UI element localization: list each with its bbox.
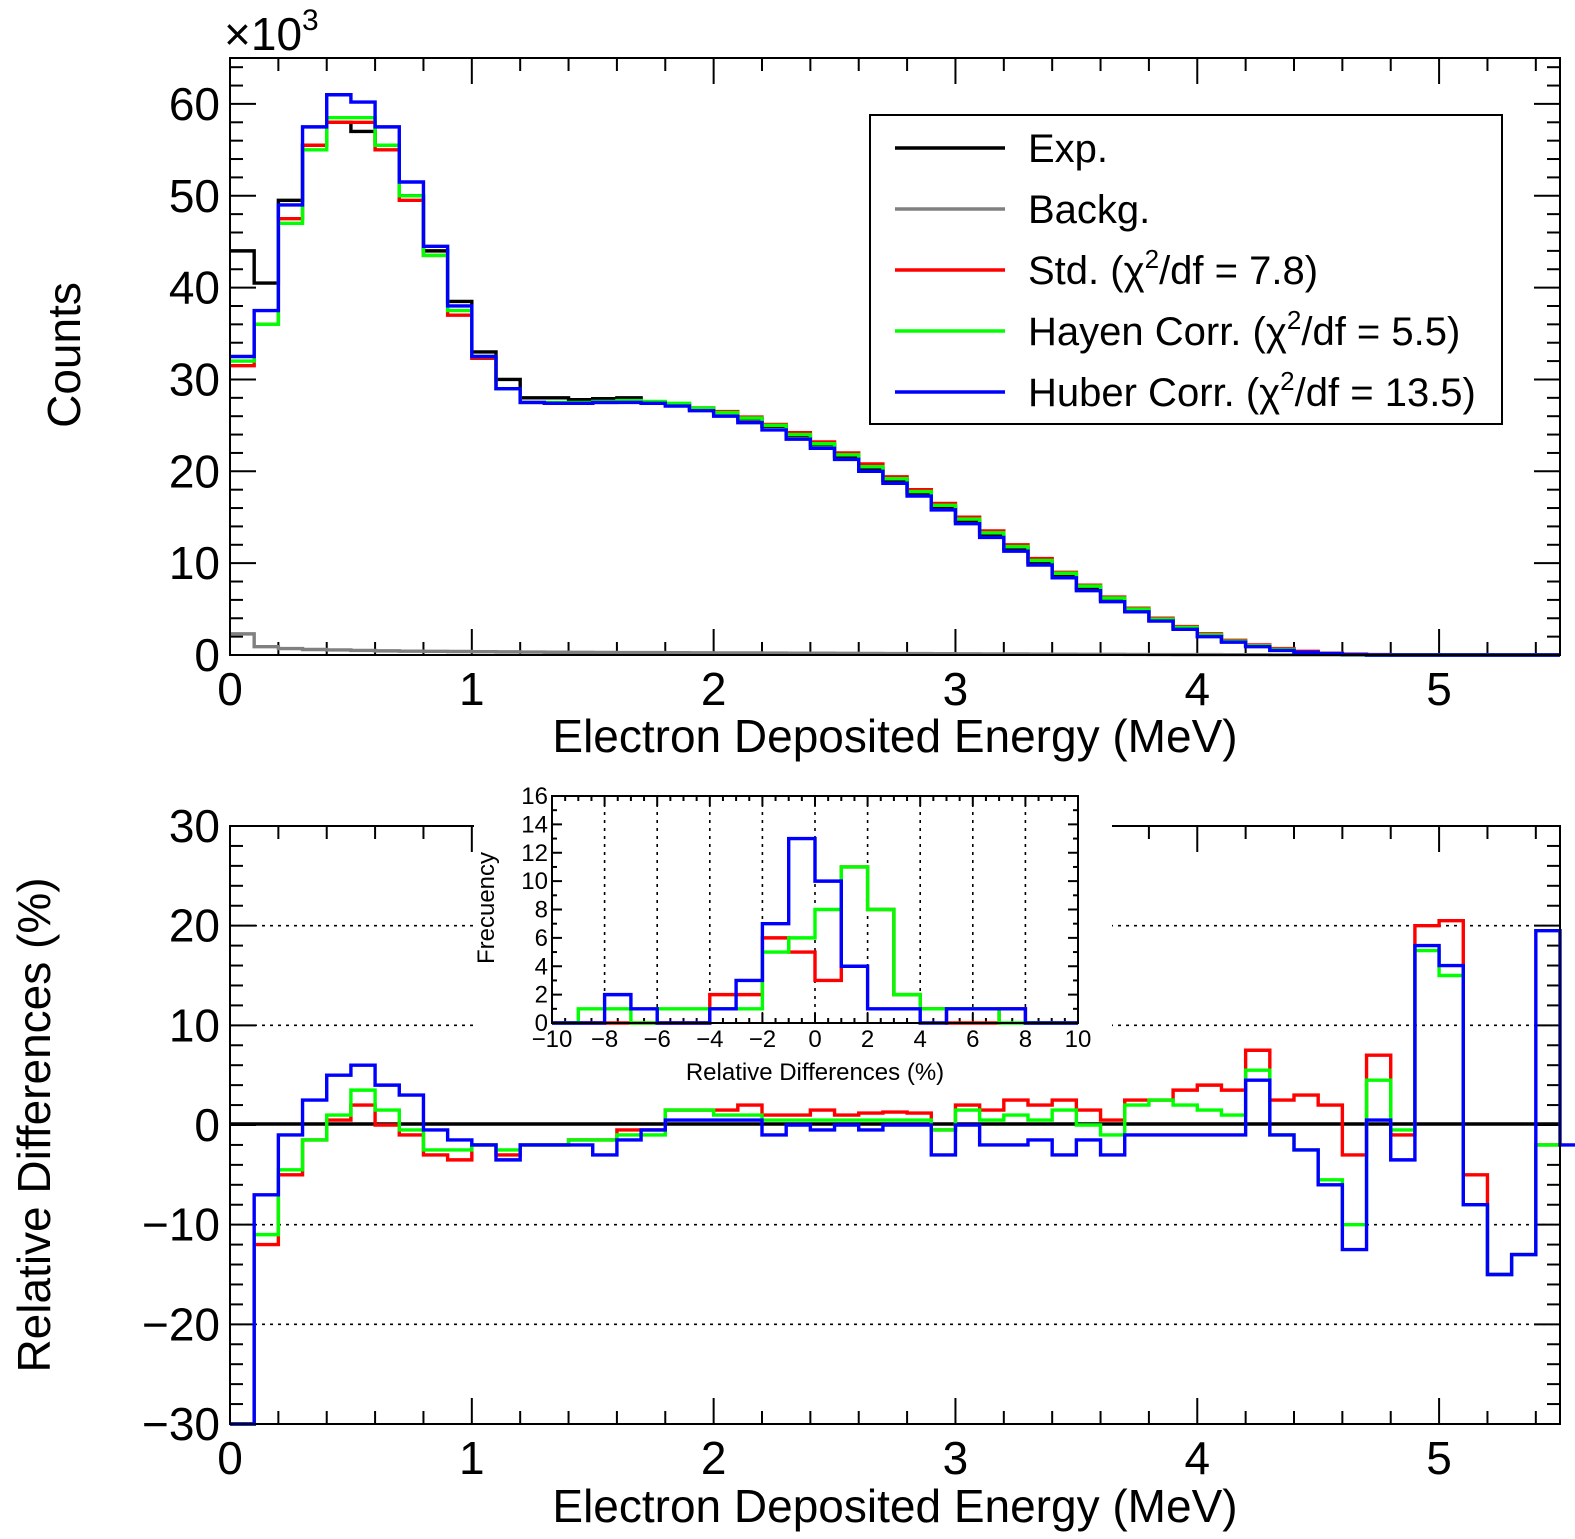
bottom-x-tick-label: 3 — [943, 1432, 969, 1484]
bottom-x-tick-label: 2 — [701, 1432, 727, 1484]
bottom-y-tick-label: 30 — [169, 800, 220, 852]
bottom-x-axis-title: Electron Deposited Energy (MeV) — [552, 1480, 1237, 1532]
inset-x-tick-label: 6 — [966, 1026, 979, 1053]
top-exponent: ×103 — [224, 4, 319, 60]
inset-y-tick-label: 4 — [535, 953, 548, 980]
top-y-tick-label: 50 — [169, 170, 220, 222]
top-x-tick-label: 2 — [701, 663, 727, 715]
inset-x-tick-label: 0 — [808, 1026, 821, 1053]
bottom-x-tick-label: 4 — [1184, 1432, 1210, 1484]
inset-x-tick-label: −2 — [749, 1026, 776, 1053]
inset-x-tick-label: −4 — [696, 1026, 723, 1053]
inset-x-tick-label: −6 — [644, 1026, 671, 1053]
inset-y-tick-label: 14 — [521, 811, 548, 838]
bottom-series-0 — [230, 918, 1560, 1426]
inset-plot-frame — [551, 795, 1079, 1024]
inset-y-tick-label: 6 — [535, 925, 548, 952]
legend-label-huber: Huber Corr. (χ2/df = 13.5) — [1028, 366, 1476, 415]
legend-label-backg: Backg. — [1028, 188, 1150, 232]
legend-label-hayen: Hayen Corr. (χ2/df = 5.5) — [1028, 305, 1460, 354]
top-series-4 — [230, 93, 1560, 657]
top-histograms — [230, 93, 1560, 657]
inset-series-2 — [552, 836, 1078, 1025]
inset-x-tick-label: 4 — [914, 1026, 927, 1053]
inset-x-axis-title: Relative Differences (%) — [686, 1059, 944, 1086]
bottom-series-2 — [230, 928, 1575, 1426]
legend: Exp. Backg. Std. (χ2/df = 7.8) Hayen Cor… — [869, 114, 1503, 425]
inset-y-tick-label: 0 — [535, 1010, 548, 1037]
top-x-tick-label: 3 — [943, 663, 969, 715]
inset-x-tick-label: −8 — [591, 1026, 618, 1053]
inset-y-tick-label: 12 — [521, 840, 548, 867]
bottom-y-tick-label: 0 — [194, 1099, 220, 1151]
top-y-tick-label: 40 — [169, 262, 220, 314]
bottom-y-tick-label: 10 — [169, 999, 220, 1051]
top-x-tick-label: 1 — [459, 663, 485, 715]
top-series-1 — [230, 632, 1560, 657]
bottom-y-tick-label: 20 — [169, 900, 220, 952]
bottom-y-tick-label: −30 — [142, 1398, 220, 1450]
top-plot-frame — [229, 57, 1561, 656]
top-x-tick-label: 4 — [1184, 663, 1210, 715]
bottom-x-tick-label: 5 — [1426, 1432, 1452, 1484]
bottom-y-tick-label: −10 — [142, 1199, 220, 1251]
inset-y-tick-label: 16 — [521, 783, 548, 810]
top-x-tick-label: 5 — [1426, 663, 1452, 715]
top-y-tick-label: 60 — [169, 78, 220, 130]
bottom-x-tick-label: 0 — [217, 1432, 243, 1484]
inset-background — [474, 780, 1112, 1080]
top-axis-ticks — [229, 58, 1560, 656]
legend-label-exp: Exp. — [1028, 127, 1108, 171]
inset-y-tick-label: 8 — [535, 897, 548, 924]
top-x-tick-label: 0 — [217, 663, 243, 715]
bottom-y-tick-label: −20 — [142, 1298, 220, 1350]
top-y-tick-label: 0 — [194, 629, 220, 681]
inset-x-tick-label: 2 — [861, 1026, 874, 1053]
inset-y-tick-label: 2 — [535, 982, 548, 1009]
legend-label-std: Std. (χ2/df = 7.8) — [1028, 244, 1318, 293]
top-y-axis-title: Counts — [38, 282, 90, 428]
bottom-histograms — [230, 918, 1575, 1426]
inset-x-tick-label: 10 — [1065, 1026, 1092, 1053]
inset-x-tick-label: −10 — [532, 1026, 573, 1053]
inset-x-tick-label: 8 — [1019, 1026, 1032, 1053]
bottom-y-axis-title: Relative Differences (%) — [8, 877, 60, 1372]
top-y-tick-label: 30 — [169, 353, 220, 405]
top-y-tick-label: 20 — [169, 445, 220, 497]
inset-y-tick-label: 10 — [521, 868, 548, 895]
top-y-tick-label: 10 — [169, 537, 220, 589]
bottom-x-tick-label: 1 — [459, 1432, 485, 1484]
inset-y-axis-title: Frecuency — [473, 852, 500, 964]
top-x-axis-title: Electron Deposited Energy (MeV) — [552, 710, 1237, 762]
bottom-series-1 — [230, 948, 1560, 1426]
